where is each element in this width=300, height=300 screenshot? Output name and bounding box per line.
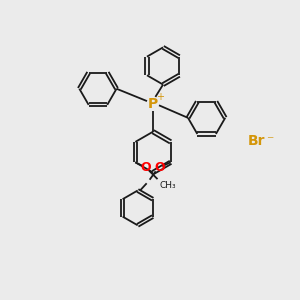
Text: CH₃: CH₃ [159, 181, 176, 190]
Text: O: O [154, 161, 165, 174]
Text: Br: Br [248, 134, 265, 148]
Text: O: O [141, 161, 152, 174]
Text: ⁻: ⁻ [266, 134, 274, 148]
Text: +: + [156, 92, 164, 102]
Text: P: P [148, 97, 158, 110]
